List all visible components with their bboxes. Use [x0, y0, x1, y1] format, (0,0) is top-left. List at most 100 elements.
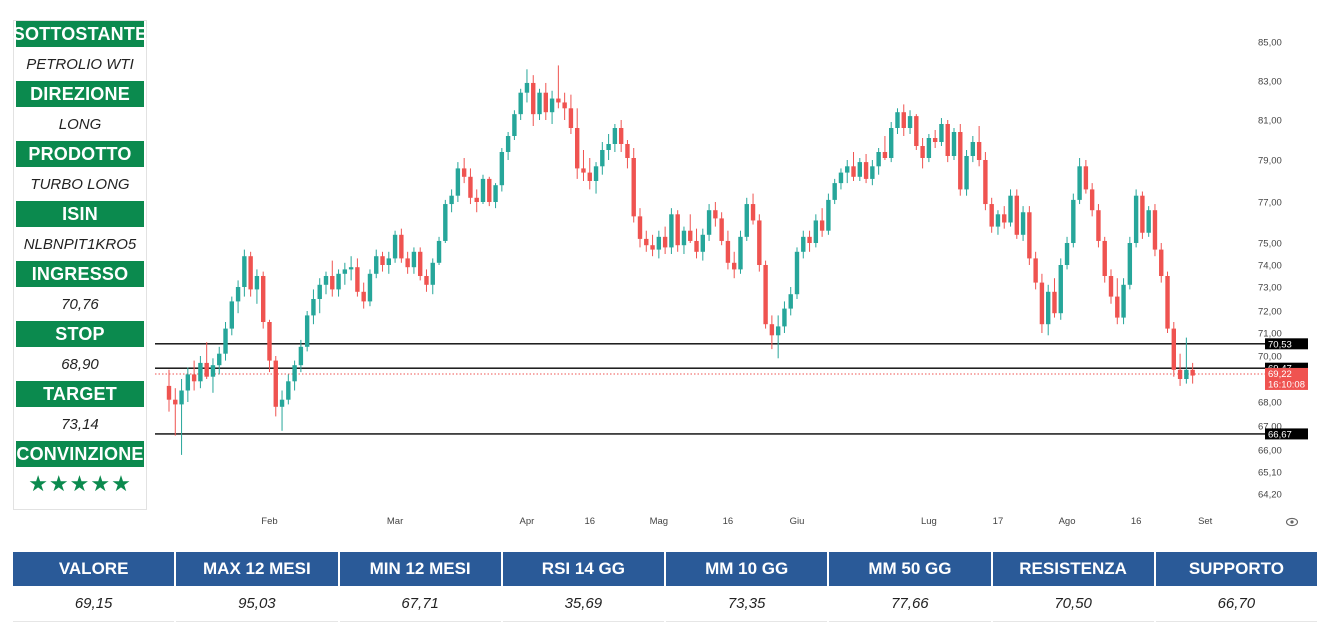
candle: [361, 282, 366, 309]
candle: [1071, 193, 1076, 248]
isin-label: ISIN: [16, 201, 144, 227]
candle-body: [958, 132, 963, 190]
candle-body: [1127, 243, 1133, 285]
candle-body: [311, 299, 316, 316]
level-tag: [1265, 367, 1308, 390]
candle-body: [706, 210, 712, 235]
candle: [656, 230, 662, 259]
candle: [242, 249, 247, 297]
stat-value: VALORE 69,15: [13, 552, 175, 622]
candle: [499, 148, 505, 192]
isin-value: NLBNPIT1KRO5: [23, 235, 137, 253]
product-value: TURBO LONG: [30, 175, 130, 193]
x-tick-label: Mar: [387, 516, 403, 527]
stat-header: MAX 12 MESI: [176, 552, 338, 586]
candle: [914, 114, 919, 150]
stat-cell: 70,50: [992, 586, 1154, 622]
candle: [487, 176, 492, 207]
level-tag: [1265, 428, 1308, 440]
candle-body: [669, 214, 674, 248]
candle-body: [279, 399, 285, 407]
level-tag: [1265, 338, 1308, 350]
candle-body: [1046, 291, 1051, 325]
candle: [763, 260, 768, 329]
candle: [468, 168, 473, 205]
candle-body: [493, 185, 498, 202]
price-chart: 64,20 65,10 66,00 67,00 68,00 70,00 71,00 72,00…: [155, 14, 1315, 534]
candle: [600, 142, 605, 175]
candle: [279, 390, 285, 431]
candle: [1146, 206, 1151, 237]
candle: [688, 214, 693, 243]
stat-header: VALORE: [13, 552, 175, 586]
candle: [273, 356, 278, 417]
candle: [681, 226, 687, 254]
candle-body: [549, 98, 555, 113]
candle-body: [418, 251, 423, 276]
candle-body: [895, 112, 900, 128]
stat-cell: 73,35: [666, 586, 828, 622]
candle-body: [845, 166, 850, 173]
candle-body: [185, 374, 191, 391]
candle: [669, 208, 674, 254]
candle-body: [367, 273, 373, 302]
candle: [606, 134, 611, 160]
candle: [1133, 189, 1139, 248]
candle-body: [235, 287, 241, 302]
y-tick-label: 83,00: [1258, 77, 1282, 88]
candle: [945, 120, 950, 163]
candle: [983, 152, 988, 211]
candle-body: [487, 178, 492, 202]
target-label: TARGET: [16, 381, 144, 407]
candle: [210, 358, 216, 393]
candle-body: [763, 265, 768, 325]
x-tick-label: Apr: [520, 516, 535, 527]
candle-body: [173, 399, 178, 405]
product-label: PRODOTTO: [16, 141, 144, 167]
candle-body: [1121, 284, 1126, 318]
candle-body: [851, 166, 856, 177]
candle: [304, 311, 310, 352]
candle: [719, 212, 724, 246]
candle-body: [863, 162, 869, 179]
y-tick-label: 68,00: [1258, 398, 1282, 409]
candle: [1127, 236, 1133, 290]
x-tick-label: Lug: [921, 516, 937, 527]
x-tick-label: 17: [993, 516, 1004, 527]
candle: [286, 374, 291, 405]
candle-body: [512, 114, 517, 136]
info-panel: SOTTOSTANTE PETROLIO WTI DIREZIONE LONG …: [13, 20, 147, 510]
candle: [757, 214, 762, 272]
candle: [330, 260, 335, 297]
candle: [418, 247, 423, 281]
y-tick-label: 85,00: [1258, 38, 1282, 49]
candle-body: [819, 220, 825, 231]
candle: [995, 210, 1001, 235]
candle-body: [794, 251, 800, 295]
candle-body: [1115, 296, 1120, 318]
settings-eye-icon[interactable]: [1285, 517, 1299, 527]
candle-body: [568, 108, 574, 128]
candle: [348, 256, 354, 281]
y-tick-label: 70,00: [1258, 352, 1282, 363]
stat-cell: 77,66: [829, 586, 991, 622]
candle-body: [1177, 369, 1183, 379]
candle-body: [719, 218, 724, 241]
candle-body: [499, 152, 505, 186]
candle: [901, 104, 906, 136]
candle: [1165, 271, 1170, 333]
candle-body: [989, 204, 994, 227]
candle-body: [807, 236, 812, 243]
candle-body: [882, 152, 888, 158]
candle: [863, 154, 869, 184]
candle-body: [455, 168, 461, 196]
underlying-value: PETROLIO WTI: [26, 55, 134, 73]
candle-body: [970, 142, 976, 156]
candle: [807, 230, 812, 252]
x-tick-label: 16: [1131, 516, 1142, 527]
candle-body: [1027, 212, 1032, 259]
candle-body: [738, 236, 743, 270]
candle-body: [801, 236, 806, 252]
candle: [480, 174, 486, 205]
candle-body: [443, 204, 448, 241]
